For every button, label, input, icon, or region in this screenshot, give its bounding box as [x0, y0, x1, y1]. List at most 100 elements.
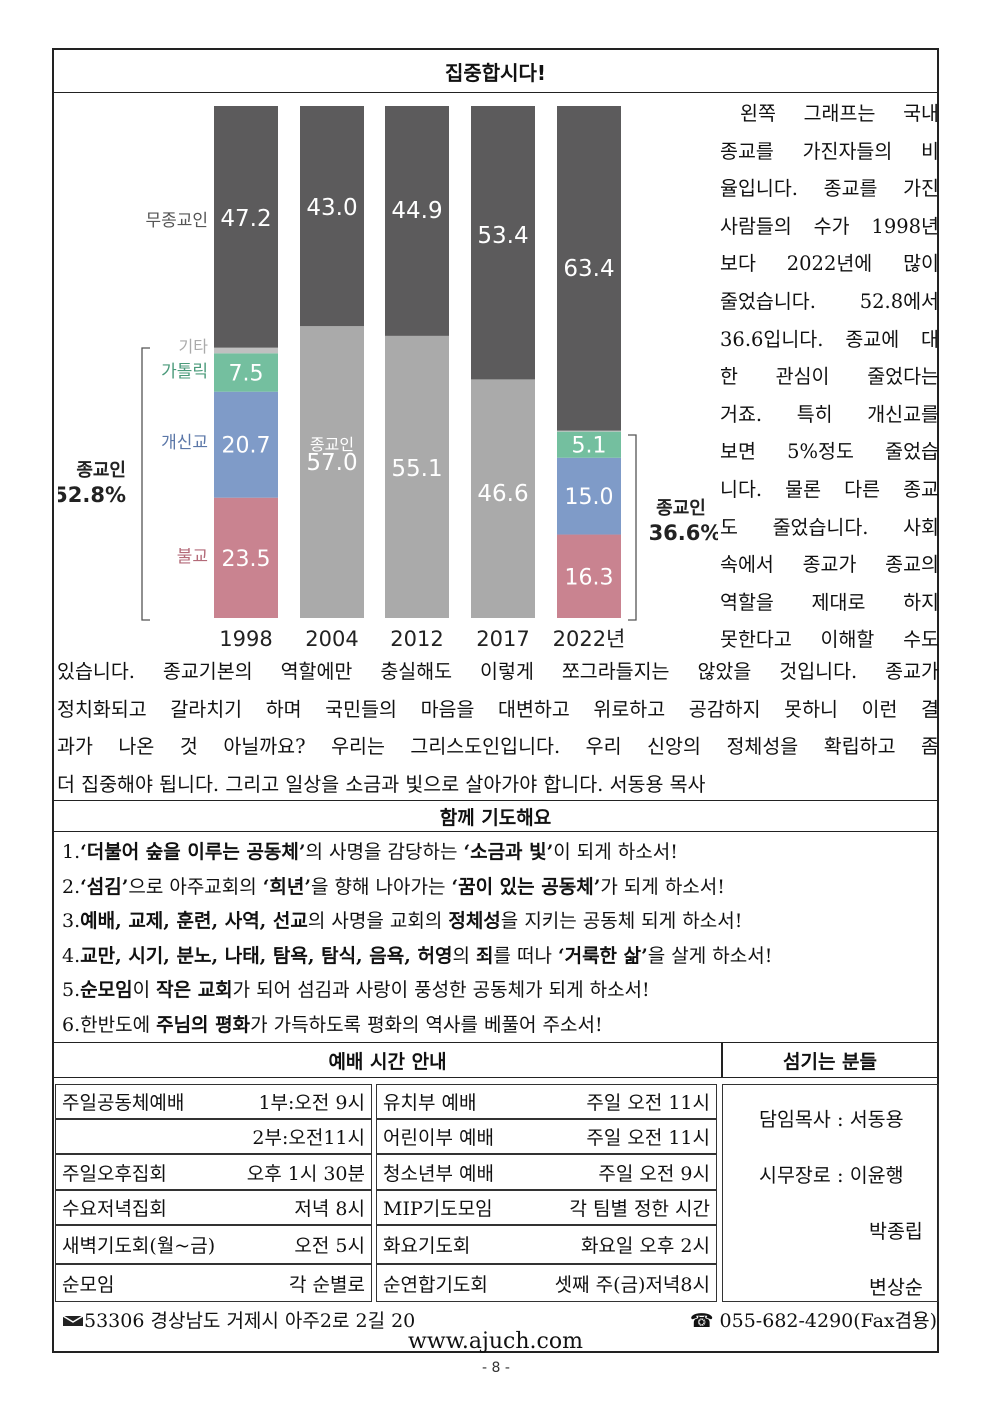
prayer-list: 1.‘더불어 숲을 이루는 공동체’의 사명을 감당하는 ‘소금과 빛’이 되게…	[62, 835, 932, 1042]
worship-row: 주일공동체예배 1부:오전 9시	[55, 1084, 372, 1119]
prayer-text: 5.	[62, 979, 81, 1001]
service-time: 화요일 오후 2시	[580, 1235, 710, 1257]
prayer-emphasis: ‘희년’	[262, 875, 311, 898]
data-label: 20.7	[222, 434, 271, 459]
service-name: 청소년부 예배	[383, 1162, 494, 1185]
service-name: 순연합기도회	[383, 1273, 488, 1296]
prayer-text: 의 사명을 감당하는	[305, 841, 464, 863]
address: 53306 경상남도 거제시 아주2로 2길 20	[62, 1306, 415, 1333]
service-time: 주일 오전 11시	[586, 1092, 710, 1114]
full-paragraph: 있습니다. 종교기본의 역할에만 충실해도 이렇게 쪼그라들지는 않았을 것입니…	[57, 653, 939, 803]
bar-segment	[471, 379, 535, 618]
website[interactable]: www.ajuch.com	[408, 1329, 583, 1354]
bar-segment	[557, 430, 621, 432]
prayer-text: 을 살게 하소서!	[647, 944, 773, 967]
data-label: 46.6	[477, 481, 528, 507]
side-text-line: 못한다고 이해할 수도	[720, 628, 939, 652]
religious-pct: 52.8%	[58, 483, 126, 507]
prayer-emphasis: 주님의 평화	[156, 1013, 251, 1036]
data-label: 7.5	[229, 361, 264, 386]
prayer-text: 6.한반도에	[62, 1013, 157, 1036]
worship-row: MIP기도모임 각 팀별 정한 시간	[376, 1190, 717, 1225]
prayer-text: 3.	[62, 910, 81, 932]
worship-row: 새벽기도회(월~금) 오전 5시	[55, 1225, 372, 1264]
prayer-emphasis: 죄	[475, 944, 494, 967]
religious-label: 종교인	[76, 460, 126, 481]
prayer-text: 를 떠나	[493, 944, 558, 967]
prayer-item: 2.‘섬김’으로 아주교회의 ‘희년’을 향해 나아가는 ‘꿈이 있는 공동체’…	[62, 870, 932, 905]
service-time: 셋째 주(금)저녁8시	[554, 1273, 710, 1296]
prayer-item: 3.예배, 교제, 훈련, 사역, 선교의 사명을 교회의 정체성을 지키는 공…	[62, 904, 932, 939]
side-text-line: 한 관심이 줄었다는	[720, 365, 939, 389]
elder-name-3: 변상순	[869, 1276, 923, 1299]
servers-title: 섬기는 분들	[722, 1042, 937, 1078]
side-text-line: 도 줄었습니다. 사회	[720, 515, 939, 539]
worship-row: 수요저녁집회 저녁 8시	[55, 1190, 372, 1225]
bar-segment	[300, 326, 364, 618]
series-label: 기타	[179, 337, 209, 356]
religious-label: 종교인	[656, 498, 706, 519]
series-label: 불교	[177, 547, 208, 567]
prayer-section-title: 함께 기도해요	[54, 800, 937, 832]
full-text-line: 과가 나온 것 아닐까요? 우리는 그리스도인입니다. 우리 신앙의 정체성을 …	[57, 735, 939, 759]
bar-segment	[300, 106, 364, 327]
bar-segment	[557, 457, 621, 535]
service-name: 주일오후집회	[62, 1162, 167, 1185]
pastor-name: 담임목사 : 서동용	[759, 1108, 904, 1131]
prayer-text: 을 지키는 공동체 되게 하소서!	[500, 910, 743, 932]
prayer-emphasis: 순모임	[80, 979, 133, 1001]
prayer-emphasis: ‘소금과 빛’	[463, 841, 554, 863]
side-text-line: 36.6입니다. 종교에 대	[720, 327, 939, 351]
service-name: 화요기도회	[383, 1235, 471, 1257]
prayer-text: 의	[452, 944, 476, 967]
bar-segment	[557, 106, 621, 431]
service-name: MIP기도모임	[383, 1198, 493, 1220]
phone-icon: ☎	[689, 1309, 714, 1332]
data-label: 16.3	[565, 565, 614, 590]
prayer-emphasis: 작은 교회	[156, 979, 233, 1001]
series-label: 무종교인	[145, 211, 208, 231]
data-label: 47.2	[220, 206, 271, 232]
side-text-line: 보다 2022년에 많이	[720, 252, 939, 276]
service-time: 주일 오전 11시	[586, 1127, 710, 1149]
prayer-text: 을 향해 나아가는	[311, 875, 452, 898]
worship-row: 순모임 각 순별로	[55, 1264, 372, 1302]
data-label: 23.5	[222, 547, 271, 572]
prayer-text: 가 되게 하소서!	[600, 875, 725, 898]
data-label: 5.1	[572, 434, 607, 459]
religious-pct: 36.6%	[649, 521, 718, 545]
bar-segment	[214, 106, 278, 348]
side-text-line: 사람들의 수가 1998년	[720, 214, 939, 238]
service-name: 새벽기도회(월~금)	[62, 1235, 216, 1257]
data-label: 63.4	[563, 256, 614, 282]
prayer-text: 가 되어 섬김과 사랑이 풍성한 공동체가 되게 하소서!	[232, 979, 650, 1001]
series-label: 개신교	[161, 433, 208, 453]
tick-label: 2017	[476, 627, 529, 651]
data-label: 43.0	[306, 195, 357, 221]
side-text-line: 율입니다. 종교를 가진	[720, 177, 939, 201]
worship-row: 주일오후집회 오후 1시 30분	[55, 1154, 372, 1190]
service-time: 2부:오전11시	[252, 1127, 365, 1149]
data-label: 57.0	[306, 450, 357, 476]
tick-label: 1998	[219, 627, 272, 651]
servers-box: 담임목사 : 서동용 시무장로 : 이윤행 박종립 변상순	[722, 1084, 939, 1302]
service-name: 어린이부 예배	[383, 1127, 494, 1149]
side-text-line: 줄었습니다. 52.8에서	[720, 289, 939, 313]
mail-icon	[62, 1314, 84, 1326]
prayer-emphasis: 예배, 교제, 훈련, 사역, 선교	[80, 910, 308, 932]
worship-row: 화요기도회 화요일 오후 2시	[376, 1225, 717, 1264]
service-time: 주일 오전 9시	[598, 1162, 710, 1185]
prayer-text: 이 되게 하소서!	[553, 841, 678, 863]
side-text-line: 니다. 물론 다른 종교	[720, 477, 939, 501]
prayer-emphasis: 교만, 시기, 분노, 나태, 탐욕, 탐식, 음욕, 허영	[80, 944, 453, 967]
bar-segment	[557, 534, 621, 618]
service-name: 주일공동체예배	[62, 1092, 185, 1114]
prayer-item: 6.한반도에 주님의 평화가 가득하도록 평화의 역사를 베풀어 주소서!	[62, 1008, 932, 1043]
service-time: 1부:오전 9시	[258, 1092, 365, 1114]
worship-row: 어린이부 예배 주일 오전 11시	[376, 1119, 717, 1154]
footer-contact: 53306 경상남도 거제시 아주2로 2길 20 ☎ 055-682-4290…	[62, 1305, 937, 1333]
prayer-emphasis: ‘섬김’	[80, 875, 129, 898]
prayer-text: 가 가득하도록 평화의 역사를 베풀어 주소서!	[250, 1013, 603, 1036]
page-title: 집중합시다!	[54, 50, 937, 93]
prayer-item: 1.‘더불어 숲을 이루는 공동체’의 사명을 감당하는 ‘소금과 빛’이 되게…	[62, 835, 932, 870]
